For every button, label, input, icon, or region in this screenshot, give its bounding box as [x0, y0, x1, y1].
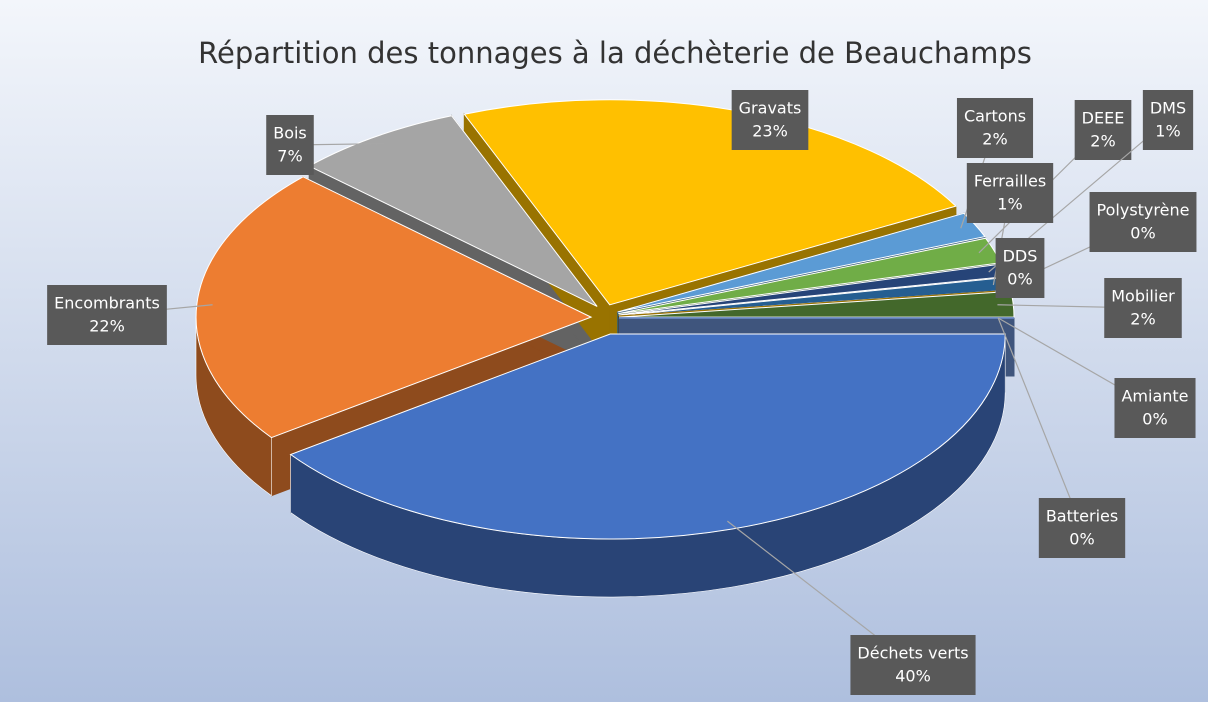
data-label: Cartons 2% — [956, 98, 1034, 158]
label-name: Bois — [273, 124, 307, 143]
label-box — [1074, 100, 1132, 160]
data-label: Polystyrène 0% — [1089, 192, 1197, 252]
label-name: Polystyrène — [1097, 201, 1190, 220]
label-box — [966, 163, 1054, 223]
data-label: Batteries 0% — [1038, 498, 1126, 558]
slice — [308, 115, 598, 307]
label-value: 7% — [277, 147, 302, 166]
label-name: Mobilier — [1111, 287, 1175, 306]
label-name: Déchets verts — [857, 644, 968, 663]
label-name: Encombrants — [54, 294, 160, 313]
label-box — [1038, 498, 1126, 558]
label-value: 2% — [982, 130, 1007, 149]
label-box — [1104, 278, 1182, 338]
data-label: Mobilier 2% — [1104, 278, 1182, 338]
label-value: 0% — [1069, 530, 1094, 549]
label-box — [995, 238, 1045, 298]
slice — [289, 333, 1006, 540]
label-name: Gravats — [739, 99, 802, 118]
label-value: 40% — [895, 667, 931, 686]
label-name: DMS — [1150, 99, 1186, 118]
data-label: DDS 0% — [995, 238, 1045, 298]
label-box — [47, 285, 167, 345]
label-name: DDS — [1003, 247, 1038, 266]
data-label: DMS 1% — [1142, 90, 1194, 150]
label-box — [1142, 90, 1194, 150]
data-label: DEEE 2% — [1074, 100, 1132, 160]
data-label: Ferrailles 1% — [966, 163, 1054, 223]
label-name: Amiante — [1121, 387, 1188, 406]
label-value: 2% — [1090, 132, 1115, 151]
label-box — [1089, 192, 1197, 252]
data-label: Bois 7% — [266, 115, 314, 175]
label-value: 0% — [1007, 270, 1032, 289]
data-label: Gravats 23% — [731, 90, 809, 150]
label-value: 0% — [1130, 224, 1155, 243]
label-value: 2% — [1130, 310, 1155, 329]
chart-title: Répartition des tonnages à la déchèterie… — [198, 36, 1032, 70]
slice — [618, 289, 1011, 317]
data-label: Déchets verts 40% — [850, 635, 976, 695]
label-name: Ferrailles — [974, 172, 1046, 191]
label-box — [956, 98, 1034, 158]
label-value: 23% — [752, 122, 788, 141]
label-name: Cartons — [964, 107, 1026, 126]
data-label: Amiante 0% — [1114, 378, 1196, 438]
label-value: 0% — [1142, 410, 1167, 429]
label-box — [850, 635, 976, 695]
slice — [617, 212, 986, 313]
leader-line — [997, 317, 1083, 529]
label-box — [731, 90, 809, 150]
label-box — [1114, 378, 1196, 438]
label-name: DEEE — [1082, 109, 1125, 128]
label-value: 1% — [997, 195, 1022, 214]
slice — [195, 176, 593, 439]
data-label: Encombrants 22% — [47, 285, 167, 345]
label-name: Batteries — [1046, 507, 1118, 526]
label-value: 22% — [89, 317, 125, 336]
label-value: 1% — [1155, 122, 1180, 141]
label-box — [266, 115, 314, 175]
